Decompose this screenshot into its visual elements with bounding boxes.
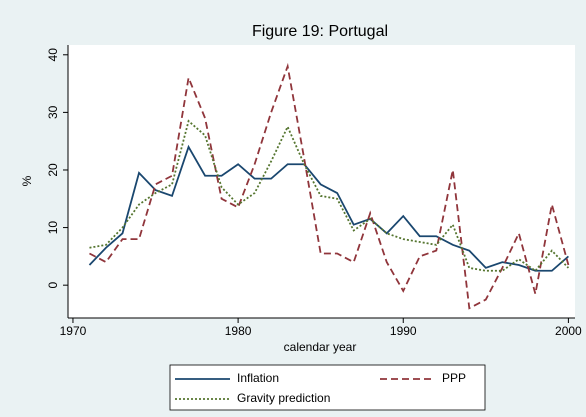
legend-label: Inflation (237, 371, 279, 385)
series-line (88, 144, 569, 272)
y-tick-label: 0 (46, 282, 60, 289)
x-tick-label: 1990 (390, 324, 417, 338)
y-tick-label: 10 (46, 221, 60, 235)
series-line (89, 119, 570, 272)
y-axis-label: % (20, 175, 34, 186)
x-tick-label: 1970 (60, 324, 87, 338)
legend-label: PPP (442, 371, 466, 385)
legend (169, 364, 486, 411)
plot-area (68, 45, 575, 318)
chart-title: Figure 19: Portugal (252, 23, 388, 40)
legend-label: Gravity prediction (237, 391, 330, 405)
x-tick-label: 2000 (555, 324, 582, 338)
x-tick-label: 1980 (225, 324, 252, 338)
x-axis-label: calendar year (284, 340, 357, 354)
y-tick-label: 20 (46, 163, 60, 177)
y-tick-label: 40 (46, 48, 60, 62)
series-line (89, 62, 570, 310)
y-tick-label: 30 (46, 105, 60, 119)
